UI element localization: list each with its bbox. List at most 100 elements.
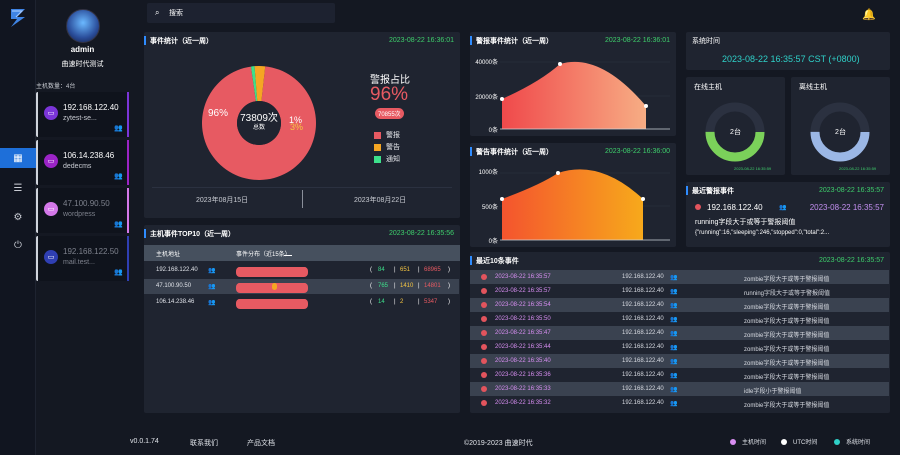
table-row[interactable]: 192.168.122.40 👥 ( 84 | 651 | 68965 ) — [144, 263, 459, 278]
warn-count: 651 — [400, 267, 411, 273]
list-item[interactable]: 2023-08-22 16:35:44 192.168.122.40 👥 zom… — [470, 340, 889, 354]
event-time: 2023-08-22 16:35:32 — [495, 400, 551, 406]
panel-title: 警告事件统计（近一周） — [470, 147, 553, 156]
group-icon: 👥 — [670, 401, 678, 407]
recent-events-panel: 最近10条事件 2023-08-22 16:35:57 2023-08-22 1… — [470, 252, 890, 413]
ytick: 0条 — [488, 128, 498, 134]
event-time: 2023-08-22 16:35:57 — [495, 274, 551, 280]
panel-title: 事件统计（近一周） — [144, 36, 213, 45]
event-dist-bar — [236, 299, 308, 309]
group-icon: 👥 — [670, 331, 678, 337]
list-item[interactable]: 2023-08-22 16:35:32 192.168.122.40 👥 zom… — [470, 396, 889, 410]
legend-warn: 警告 — [374, 142, 400, 152]
group-icon: 👥 — [670, 275, 678, 281]
host-card[interactable]: ▭ 192.168.122.50 mail.test... 👥 — [36, 236, 129, 281]
host-name: zytest-se... — [63, 115, 97, 122]
table-row[interactable]: 47.100.90.50 👥 ( 765 | 1410 | 14801 ) — [144, 279, 459, 294]
grid-icon: ▦ — [13, 152, 23, 164]
group-icon: 👥 — [114, 173, 123, 180]
footer: v0.0.1.74 联系我们 产品文档 ©2019-2023 曲速时代 主机时间… — [129, 430, 900, 455]
host-name: mail.test... — [63, 259, 95, 266]
search-placeholder: 搜索 — [169, 10, 183, 17]
host-ip: 106.14.238.46 — [63, 151, 115, 160]
table-row[interactable]: 106.14.238.46 👥 ( 14 | 2 | 5347 ) — [144, 295, 459, 310]
online-time: 2023-08-22 16:35:59 — [734, 166, 772, 171]
table-header: 主机地址 事件分布（近15条） — [144, 245, 460, 261]
host-name: wordpress — [63, 211, 96, 218]
alarm-timestamp: 2023-08-22 16:35:57 — [809, 203, 884, 212]
list-item[interactable]: 2023-08-22 16:35:50 192.168.122.40 👥 zom… — [470, 312, 889, 326]
event-time: 2023-08-22 16:35:54 — [495, 302, 551, 308]
monitor-icon: ▭ — [44, 202, 58, 216]
settings-nav-button[interactable]: ⚙ — [8, 207, 28, 227]
event-ip: 192.168.122.40 — [622, 344, 664, 350]
panel-time: 2023-08-22 16:36:00 — [605, 148, 670, 155]
legend-host-time: 主机时间 — [730, 437, 766, 446]
contact-link[interactable]: 联系我们 — [190, 440, 218, 447]
panel-time: 2023-08-22 16:36:01 — [605, 37, 670, 44]
host-card[interactable]: ▭ 106.14.238.46 dedecms 👥 — [36, 140, 129, 185]
list-item[interactable]: 2023-08-22 16:35:57 192.168.122.40 👥 run… — [470, 284, 889, 298]
list-nav-button[interactable]: ☰ — [8, 178, 28, 198]
user-name: admin — [70, 45, 95, 54]
event-ip: 192.168.122.40 — [622, 288, 664, 294]
group-icon: 👥 — [114, 125, 123, 132]
panel-title: 系统时间 — [692, 38, 720, 45]
event-message: zombie字段大于或等于警报阈值 — [744, 319, 830, 325]
list-item[interactable]: 2023-08-22 16:35:57 192.168.122.40 👥 zom… — [470, 270, 889, 284]
event-dist-bar — [236, 283, 308, 293]
panel-time: 2023-08-22 16:35:56 — [389, 230, 454, 237]
host-color-bar — [127, 92, 129, 137]
alarm-ip: 192.168.122.40 — [707, 203, 763, 212]
user-org: 曲速时代测试 — [61, 61, 104, 68]
warn-count: 1410 — [400, 283, 414, 289]
host-card[interactable]: ▭ 192.168.122.40 zytest-se... 👥 — [36, 92, 129, 137]
host-count: 主机数量：4台 — [36, 84, 76, 90]
alarm-stats-panel: 警报事件统计（近一周） 2023-08-22 16:36:01 40000条 2… — [470, 32, 676, 136]
host-color-bar — [127, 140, 129, 185]
event-message: zombie字段大于或等于警报阈值 — [744, 277, 830, 283]
panel-time: 2023-08-22 16:36:01 — [389, 37, 454, 44]
panel-time: 2023-08-22 16:35:57 — [819, 187, 884, 194]
group-icon: 👥 — [670, 359, 678, 365]
event-time: 2023-08-22 16:35:47 — [495, 330, 551, 336]
event-ip: 192.168.122.40 — [622, 274, 664, 280]
group-icon: 👥 — [779, 205, 787, 211]
col-host: 主机地址 — [156, 252, 181, 258]
event-message: running字段大于或等于警报阈值 — [744, 291, 831, 297]
list-item[interactable]: 2023-08-22 16:35:36 192.168.122.40 👥 zom… — [470, 368, 889, 382]
ytick: 0条 — [488, 239, 498, 245]
bell-icon[interactable]: 🔔 — [862, 9, 876, 21]
event-time: 2023-08-22 16:35:33 — [495, 386, 551, 392]
list-item[interactable]: 2023-08-22 16:35:54 192.168.122.40 👥 zom… — [470, 298, 889, 312]
list-item[interactable]: 2023-08-22 16:35:47 192.168.122.40 👥 zom… — [470, 326, 889, 340]
logout-nav-button[interactable]: ⏻ — [8, 235, 28, 255]
row-ip: 192.168.122.40 — [156, 267, 198, 273]
ytick: 500条 — [481, 205, 498, 211]
offline-count: 2台 — [835, 129, 846, 136]
host-ip: 192.168.122.40 — [63, 103, 119, 112]
alarm-ratio-value: 96% — [370, 84, 409, 105]
panel-title: 离线主机 — [799, 84, 827, 91]
avatar[interactable] — [66, 9, 100, 43]
dashboard-nav-button[interactable]: ▦ — [0, 148, 36, 168]
event-time: 2023-08-22 16:35:44 — [495, 344, 551, 350]
panel-title: 在线主机 — [694, 84, 722, 91]
event-dist-bar — [236, 267, 308, 277]
list-item[interactable]: 2023-08-22 16:35:40 192.168.122.40 👥 zom… — [470, 354, 889, 368]
event-time: 2023-08-22 16:35:40 — [495, 358, 551, 364]
top-bar: ⌕ 搜索 🔔 — [129, 0, 900, 30]
donut-slice — [250, 66, 258, 102]
alarm-area-chart — [500, 61, 670, 130]
panel-title: 主机事件TOP10（近一周） — [143, 229, 236, 238]
event-time: 2023-08-22 16:35:57 — [495, 288, 551, 294]
group-icon: 👥 — [208, 300, 216, 306]
search-input[interactable]: ⌕ 搜索 — [147, 3, 335, 23]
warn-stats-panel: 警告事件统计（近一周） 2023-08-22 16:36:00 1000条 50… — [470, 143, 676, 247]
event-ip: 192.168.122.40 — [622, 386, 664, 392]
host-name: dedecms — [63, 163, 92, 170]
list-item[interactable]: 2023-08-22 16:35:33 192.168.122.40 👥 idl… — [470, 382, 889, 396]
date-start: 2023年08月15日 — [196, 197, 249, 204]
host-card[interactable]: ▭ 47.100.90.50 wordpress 👥 — [36, 188, 129, 233]
docs-link[interactable]: 产品文档 — [247, 440, 275, 447]
